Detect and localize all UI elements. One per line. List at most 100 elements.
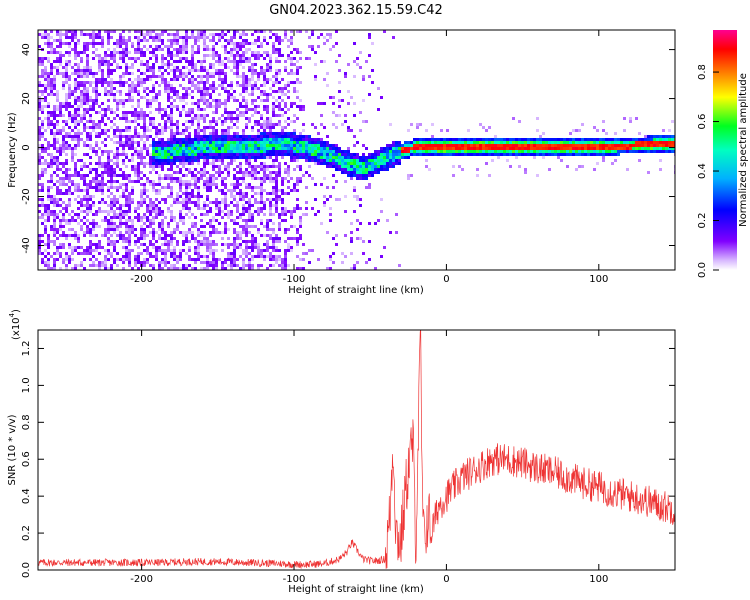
heatmap-cell <box>254 168 257 171</box>
heatmap-cell <box>116 150 119 153</box>
heatmap-cell <box>269 87 272 90</box>
heatmap-cell <box>194 147 197 150</box>
heatmap-cell <box>140 150 143 153</box>
heatmap-cell <box>203 168 206 171</box>
heatmap-cell <box>200 174 203 177</box>
heatmap-cell <box>461 150 464 153</box>
heatmap-cell <box>491 153 494 156</box>
heatmap-cell <box>119 168 122 171</box>
heatmap-cell <box>269 207 272 210</box>
heatmap-cell <box>50 267 53 270</box>
heatmap-cell <box>233 177 236 180</box>
heatmap-cell <box>263 180 266 183</box>
heatmap-cell <box>89 126 92 129</box>
heatmap-cell <box>161 60 164 63</box>
heatmap-cell <box>83 45 86 48</box>
heatmap-cell <box>95 189 98 192</box>
heatmap-cell <box>518 138 521 141</box>
heatmap-cell <box>191 36 194 39</box>
heatmap-cell <box>41 33 44 36</box>
heatmap-cell <box>332 165 335 168</box>
heatmap-cell <box>182 57 185 60</box>
heatmap-cell <box>566 141 569 144</box>
heatmap-cell <box>224 108 227 111</box>
heatmap-cell <box>128 210 131 213</box>
heatmap-cell <box>182 96 185 99</box>
heatmap-cell <box>356 63 359 66</box>
heatmap-cell <box>134 165 137 168</box>
heatmap-cell <box>491 159 494 162</box>
heatmap-cell <box>230 201 233 204</box>
heatmap-cell <box>203 255 206 258</box>
heatmap-cell <box>455 153 458 156</box>
heatmap-cell <box>290 72 293 75</box>
heatmap-cell <box>77 108 80 111</box>
heatmap-cell <box>140 147 143 150</box>
heatmap-cell <box>209 240 212 243</box>
heatmap-cell <box>209 138 212 141</box>
heatmap-cell <box>173 39 176 42</box>
heatmap-cell <box>92 150 95 153</box>
heatmap-cell <box>425 147 428 150</box>
heatmap-cell <box>137 84 140 87</box>
heatmap-cell <box>524 150 527 153</box>
heatmap-cell <box>167 234 170 237</box>
heatmap-cell <box>191 150 194 153</box>
heatmap-cell <box>275 132 278 135</box>
heatmap-cell <box>419 138 422 141</box>
heatmap-cell <box>215 186 218 189</box>
heatmap-cell <box>284 93 287 96</box>
heatmap-cell <box>188 141 191 144</box>
heatmap-cell <box>362 78 365 81</box>
heatmap-cell <box>422 138 425 141</box>
heatmap-cell <box>107 249 110 252</box>
heatmap-cell <box>170 186 173 189</box>
heatmap-cell <box>140 72 143 75</box>
heatmap-cell <box>215 153 218 156</box>
heatmap-cell <box>53 111 56 114</box>
heatmap-cell <box>266 153 269 156</box>
heatmap-cell <box>173 258 176 261</box>
heatmap-cell <box>110 201 113 204</box>
heatmap-cell <box>374 156 377 159</box>
heatmap-cell <box>320 150 323 153</box>
heatmap-cell <box>251 138 254 141</box>
heatmap-cell <box>242 81 245 84</box>
heatmap-cell <box>350 267 353 270</box>
heatmap-cell <box>323 144 326 147</box>
heatmap-cell <box>299 237 302 240</box>
heatmap-cell <box>125 240 128 243</box>
heatmap-cell <box>71 90 74 93</box>
heatmap-cell <box>587 138 590 141</box>
heatmap-cell <box>227 147 230 150</box>
heatmap-cell <box>245 264 248 267</box>
heatmap-cell <box>167 147 170 150</box>
heatmap-cell <box>386 150 389 153</box>
heatmap-cell <box>272 246 275 249</box>
heatmap-cell <box>380 210 383 213</box>
heatmap-cell <box>107 168 110 171</box>
heatmap-cell <box>278 123 281 126</box>
heatmap-cell <box>104 63 107 66</box>
heatmap-cell <box>500 141 503 144</box>
heatmap-cell <box>263 135 266 138</box>
heatmap-cell <box>164 234 167 237</box>
heatmap-cell <box>125 177 128 180</box>
heatmap-cell <box>515 144 518 147</box>
heatmap-cell <box>236 144 239 147</box>
heatmap-cell <box>71 249 74 252</box>
heatmap-cell <box>206 180 209 183</box>
heatmap-cell <box>242 54 245 57</box>
heatmap-cell <box>419 123 422 126</box>
heatmap-cell <box>221 144 224 147</box>
heatmap-cell <box>128 201 131 204</box>
heatmap-cell <box>38 240 41 243</box>
heatmap-cell <box>86 219 89 222</box>
heatmap-cell <box>179 162 182 165</box>
heatmap-cell <box>89 105 92 108</box>
heatmap-cell <box>356 156 359 159</box>
heatmap-cell <box>50 87 53 90</box>
heatmap-cell <box>59 255 62 258</box>
heatmap-cell <box>119 81 122 84</box>
heatmap-cell <box>203 45 206 48</box>
